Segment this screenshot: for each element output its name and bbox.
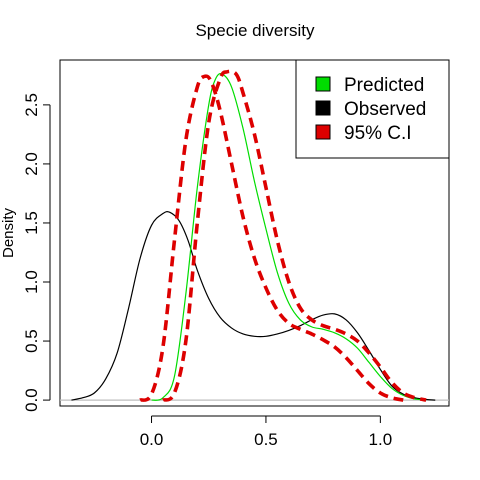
- plot-frame: [59, 59, 450, 407]
- series-layer: [71, 69, 436, 402]
- x-tick-label: 1.0: [369, 430, 393, 449]
- legend-label-predicted: Predicted: [344, 75, 424, 96]
- legend-label-observed: Observed: [344, 99, 426, 120]
- chart-title: Specie diversity: [195, 21, 315, 40]
- y-axis-title: Density: [0, 207, 17, 258]
- series-line-predicted: [151, 73, 427, 401]
- y-tick-label: 2.5: [22, 93, 41, 117]
- legend-swatch-predicted: [315, 76, 331, 92]
- y-tick-label: 1.0: [22, 270, 41, 294]
- y-tick-label: 2.0: [22, 152, 41, 176]
- series-line-95-c-i-2: [139, 74, 404, 402]
- x-tick-label: 0.5: [254, 430, 278, 449]
- series-line-observed: [71, 211, 436, 401]
- legend-label-95-c-i: 95% C.I: [344, 123, 412, 144]
- y-tick-label: 1.5: [22, 211, 41, 235]
- legend-swatch-observed: [315, 100, 331, 116]
- x-tick-label: 0.0: [140, 430, 164, 449]
- x-axis: 0.0 0.5 1.0: [140, 415, 393, 449]
- y-tick-label: 0.0: [22, 388, 41, 412]
- y-tick-label: 0.5: [22, 329, 41, 353]
- legend-swatch-95-c-i: [315, 124, 331, 140]
- legend: Predicted Observed 95% C.I: [295, 59, 450, 159]
- y-axis: 0.0 0.5 1.0 1.5 2.0 2.5: [22, 93, 51, 412]
